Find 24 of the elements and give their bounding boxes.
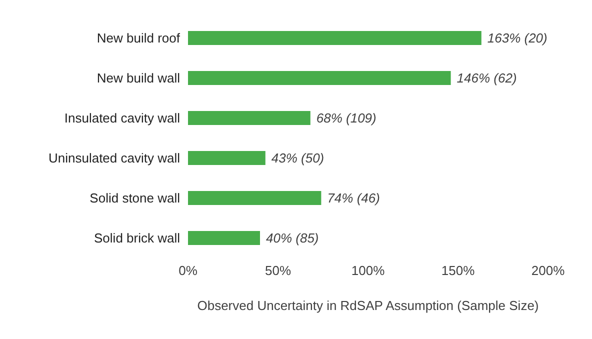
bar bbox=[188, 31, 482, 45]
x-tick-label: 0% bbox=[178, 263, 198, 278]
data-label: 40% (85) bbox=[266, 230, 319, 246]
bar bbox=[188, 231, 260, 245]
y-tick-label: New build wall bbox=[96, 70, 180, 86]
y-tick-label: Insulated cavity wall bbox=[64, 110, 180, 126]
y-tick-label: Solid brick wall bbox=[94, 230, 180, 246]
data-label: 43% (50) bbox=[271, 150, 324, 166]
data-label: 163% (20) bbox=[487, 30, 548, 46]
bar bbox=[188, 151, 266, 165]
data-label: 68% (109) bbox=[316, 110, 376, 126]
bar bbox=[188, 71, 451, 85]
y-tick-label: Uninsulated cavity wall bbox=[48, 150, 180, 166]
data-label: 146% (62) bbox=[456, 70, 517, 86]
x-tick-label: 50% bbox=[264, 263, 292, 278]
x-axis-title: Observed Uncertainty in RdSAP Assumption (Sample Size) bbox=[197, 298, 539, 313]
bar bbox=[188, 111, 310, 125]
x-tick-label: 100% bbox=[351, 263, 386, 278]
bar bbox=[188, 191, 322, 205]
y-tick-label: Solid stone wall bbox=[90, 190, 180, 206]
y-tick-label: New build roof bbox=[96, 30, 180, 46]
data-label: 74% (46) bbox=[327, 190, 380, 206]
x-tick-label: 200% bbox=[531, 263, 566, 278]
x-tick-label: 150% bbox=[441, 263, 476, 278]
